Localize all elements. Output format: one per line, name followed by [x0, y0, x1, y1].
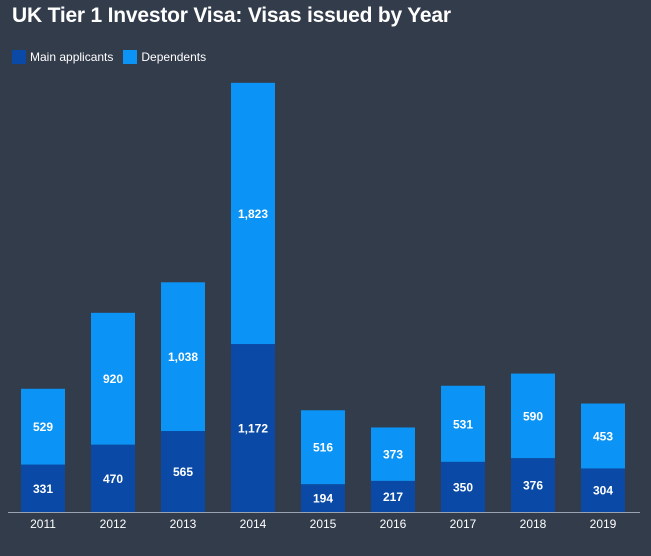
- data-label-main-applicants-2019: 304: [593, 484, 613, 498]
- x-tick-label-2016: 2016: [380, 517, 407, 531]
- bar-dependents-2016: [371, 427, 415, 481]
- legend-swatch-dependents: [123, 50, 138, 64]
- data-label-dependents-2013: 1,038: [168, 350, 198, 364]
- x-tick-label-2013: 2013: [170, 517, 197, 531]
- bar-main-applicants-2015: [301, 484, 345, 512]
- bar-dependents-2015: [301, 410, 345, 485]
- x-tick-label-2018: 2018: [520, 517, 547, 531]
- data-label-main-applicants-2011: 331: [33, 482, 53, 496]
- bar-dependents-2014: [231, 82, 275, 345]
- data-label-dependents-2014: 1,823: [238, 207, 268, 221]
- legend: Main applicants Dependents: [12, 50, 216, 64]
- bar-dependents-2019: [581, 403, 625, 469]
- bar-dependents-2011: [21, 388, 65, 465]
- bar-main-applicants-2017: [441, 461, 485, 512]
- x-tick-label-2011: 2011: [30, 517, 56, 531]
- bar-main-applicants-2014: [231, 344, 275, 512]
- x-tick-label-2017: 2017: [450, 517, 477, 531]
- bar-dependents-2017: [441, 385, 485, 462]
- data-label-dependents-2011: 529: [33, 420, 53, 434]
- legend-item-main-applicants: Main applicants: [12, 50, 113, 64]
- legend-swatch-main-applicants: [12, 50, 26, 64]
- data-label-dependents-2018: 590: [523, 409, 543, 423]
- data-label-main-applicants-2015: 194: [313, 492, 333, 506]
- bar-main-applicants-2012: [91, 444, 135, 512]
- data-label-dependents-2016: 373: [383, 448, 403, 462]
- bar-main-applicants-2019: [581, 468, 625, 512]
- bar-dependents-2018: [511, 373, 555, 459]
- x-tick-label-2012: 2012: [100, 517, 127, 531]
- data-label-main-applicants-2017: 350: [453, 480, 473, 494]
- data-label-dependents-2017: 531: [453, 417, 473, 431]
- bar-dependents-2013: [161, 282, 205, 432]
- bar-main-applicants-2011: [21, 464, 65, 512]
- x-tick-label-2014: 2014: [240, 517, 267, 531]
- data-label-main-applicants-2014: 1,172: [238, 422, 268, 436]
- legend-item-dependents: Dependents: [123, 50, 206, 64]
- data-label-dependents-2015: 516: [313, 441, 333, 455]
- chart-title: UK Tier 1 Investor Visa: Visas issued by…: [12, 4, 451, 27]
- legend-label-main-applicants: Main applicants: [30, 50, 114, 64]
- legend-label-dependents: Dependents: [141, 50, 207, 64]
- data-label-main-applicants-2013: 565: [173, 465, 193, 479]
- bar-main-applicants-2016: [371, 480, 415, 512]
- bar-main-applicants-2018: [511, 458, 555, 512]
- data-label-main-applicants-2016: 217: [383, 490, 403, 504]
- x-tick-label-2019: 2019: [590, 517, 617, 531]
- data-label-dependents-2012: 920: [103, 372, 123, 386]
- data-label-main-applicants-2012: 470: [103, 472, 123, 486]
- bar-dependents-2012: [91, 312, 135, 445]
- data-label-main-applicants-2018: 376: [523, 479, 543, 493]
- x-tick-label-2015: 2015: [310, 517, 337, 531]
- bar-main-applicants-2013: [161, 431, 205, 512]
- data-label-dependents-2019: 453: [593, 429, 613, 443]
